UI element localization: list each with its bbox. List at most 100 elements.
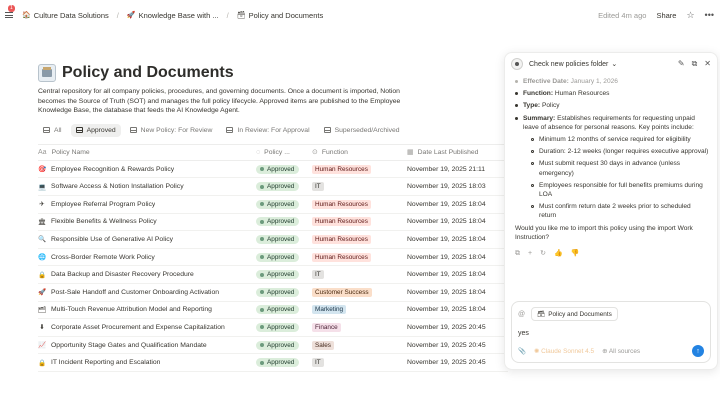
table-row[interactable]: 🏛 Flexible Benefits & Wellness Policy Ap…	[38, 214, 508, 232]
cell-function[interactable]: Sales	[312, 340, 407, 350]
chat-title-dropdown[interactable]: Check new policies folder ⌄	[529, 60, 617, 69]
cell-date[interactable]: November 19, 2025 18:04	[407, 236, 508, 243]
cell-date[interactable]: November 19, 2025 18:04	[407, 254, 508, 261]
cell-function[interactable]: Human Resources	[312, 234, 407, 244]
cell-status[interactable]: Approved	[256, 287, 312, 297]
sidebar-toggle-button[interactable]: 1	[4, 5, 15, 20]
cell-function[interactable]: Human Resources	[312, 217, 407, 227]
cell-policy-name[interactable]: 🗂 Multi-Touch Revenue Attribution Model …	[38, 306, 256, 314]
send-button[interactable]: ↑	[692, 345, 704, 357]
cell-status[interactable]: Approved	[256, 234, 312, 244]
page-description[interactable]: Central repository for all company polic…	[38, 88, 401, 115]
table-row[interactable]: 🔒 Data Backup and Disaster Recovery Proc…	[38, 266, 508, 284]
table-row[interactable]: ⬇ Corporate Asset Procurement and Expens…	[38, 319, 508, 337]
cell-date[interactable]: November 19, 2025 20:45	[407, 324, 508, 331]
cell-status[interactable]: Approved	[256, 322, 312, 332]
cell-function[interactable]: Marketing	[312, 305, 407, 315]
cell-policy-name[interactable]: 🔒 IT Incident Reporting and Escalation	[38, 359, 256, 367]
cell-function[interactable]: Finance	[312, 322, 407, 332]
column-header-status[interactable]: ◌ Policy ...	[256, 149, 312, 156]
cell-status[interactable]: Approved	[256, 217, 312, 227]
file-cabinet-icon[interactable]	[38, 64, 56, 82]
copy-icon[interactable]: ⧉	[515, 250, 520, 258]
column-header-policy-name[interactable]: Aa Policy Name	[38, 149, 256, 156]
add-icon[interactable]: +	[528, 250, 533, 258]
cell-policy-name[interactable]: 🚀 Post-Sale Handoff and Customer Onboard…	[38, 288, 256, 297]
thumbs-down-icon[interactable]: 👎	[570, 250, 580, 258]
cell-status[interactable]: Approved	[256, 270, 312, 280]
more-options-icon[interactable]: •••	[704, 10, 714, 20]
context-chip[interactable]: 🗃 Policy and Documents	[531, 307, 618, 321]
tab-approved[interactable]: Approved	[70, 123, 121, 137]
tab-all[interactable]: All	[38, 124, 67, 137]
cell-date[interactable]: November 19, 2025 18:04	[407, 271, 508, 278]
cell-function[interactable]: Human Resources	[312, 252, 407, 262]
field-label: Effective Date:	[523, 78, 569, 85]
model-selector[interactable]: ✺ Claude Sonnet 4.5	[533, 348, 595, 355]
sources-selector[interactable]: ⊕ All sources	[602, 348, 641, 355]
cell-status[interactable]: Approved	[256, 340, 312, 350]
tab-new-policy-for-review[interactable]: New Policy: For Review	[125, 124, 218, 137]
cell-date[interactable]: November 19, 2025 18:04	[407, 289, 508, 296]
cell-status[interactable]: Approved	[256, 182, 312, 192]
cell-policy-name[interactable]: 🔒 Data Backup and Disaster Recovery Proc…	[38, 271, 256, 279]
table-icon	[226, 127, 234, 134]
close-icon[interactable]: ✕	[704, 59, 711, 68]
breadcrumb-item-knowledge-base[interactable]: 🚀 Knowledge Base with ...	[127, 11, 219, 20]
table-row[interactable]: 🔍 Responsible Use of Generative AI Polic…	[38, 231, 508, 249]
cell-status[interactable]: Approved	[256, 305, 312, 315]
new-chat-icon[interactable]: ✎	[677, 59, 685, 68]
expand-panel-icon[interactable]: ⧉	[691, 59, 698, 68]
cell-function[interactable]: Human Resources	[312, 164, 407, 174]
cell-policy-name[interactable]: 🎯 Employee Recognition & Rewards Policy	[38, 165, 256, 174]
page-title[interactable]: Policy and Documents	[62, 64, 234, 81]
cell-policy-name[interactable]: 💻 Software Access & Notion Installation …	[38, 183, 256, 191]
cell-date[interactable]: November 19, 2025 18:04	[407, 306, 508, 313]
cell-date[interactable]: November 19, 2025 20:45	[407, 359, 508, 366]
cell-function[interactable]: IT	[312, 270, 407, 280]
attach-icon[interactable]: 📎	[518, 348, 526, 355]
cell-date[interactable]: November 19, 2025 21:11	[407, 166, 508, 173]
cell-status[interactable]: Approved	[256, 358, 312, 368]
retry-icon[interactable]: ↻	[540, 250, 546, 258]
cell-policy-name[interactable]: 🌐 Cross-Border Remote Work Policy	[38, 253, 256, 262]
thumbs-up-icon[interactable]: 👍	[553, 250, 563, 258]
column-header-function[interactable]: ⊙ Function	[312, 148, 407, 157]
table-row[interactable]: 💻 Software Access & Notion Installation …	[38, 178, 508, 196]
cell-status[interactable]: Approved	[256, 199, 312, 209]
cell-policy-name[interactable]: 📈 Opportunity Stage Gates and Qualificat…	[38, 341, 256, 350]
table-row[interactable]: 🎯 Employee Recognition & Rewards Policy …	[38, 161, 508, 179]
column-header-date-last-published[interactable]: ▦ Date Last Published	[407, 148, 508, 157]
edited-timestamp: Edited 4m ago	[598, 10, 647, 20]
cell-policy-name[interactable]: 🏛 Flexible Benefits & Wellness Policy	[38, 218, 256, 226]
tab-superseded-archived[interactable]: Superseded/Archived	[319, 124, 405, 137]
cell-function[interactable]: IT	[312, 182, 407, 192]
cell-policy-name[interactable]: ⬇ Corporate Asset Procurement and Expens…	[38, 323, 256, 332]
chat-input[interactable]: yes	[518, 330, 529, 337]
table-row[interactable]: 📈 Opportunity Stage Gates and Qualificat…	[38, 337, 508, 355]
table-row[interactable]: 🔒 IT Incident Reporting and Escalation A…	[38, 354, 508, 372]
cell-status[interactable]: Approved	[256, 252, 312, 262]
cell-function[interactable]: Human Resources	[312, 199, 407, 209]
star-icon[interactable]: ☆	[686, 9, 695, 20]
breadcrumb-item-policy-documents[interactable]: 🗃 Policy and Documents	[237, 11, 324, 20]
cell-function[interactable]: Customer Success	[312, 287, 407, 297]
mention-icon[interactable]: @	[518, 310, 526, 318]
share-button[interactable]: Share	[656, 10, 677, 20]
cell-date[interactable]: November 19, 2025 18:04	[407, 201, 508, 208]
table-row[interactable]: 🗂 Multi-Touch Revenue Attribution Model …	[38, 302, 508, 320]
table-row[interactable]: ✈ Employee Referral Program Policy Appro…	[38, 196, 508, 214]
cell-date[interactable]: November 19, 2025 18:03	[407, 183, 508, 190]
cell-function[interactable]: IT	[312, 358, 407, 368]
cell-status[interactable]: Approved	[256, 164, 312, 174]
table-row[interactable]: 🌐 Cross-Border Remote Work Policy Approv…	[38, 249, 508, 267]
tab-in-review-for-approval[interactable]: In Review: For Approval	[221, 124, 314, 137]
cell-date[interactable]: November 19, 2025 18:04	[407, 218, 508, 225]
bullet	[531, 138, 534, 142]
status-badge: Approved	[256, 340, 300, 350]
cell-date[interactable]: November 19, 2025 20:45	[407, 342, 508, 349]
cell-policy-name[interactable]: 🔍 Responsible Use of Generative AI Polic…	[38, 235, 256, 244]
breadcrumb-item-workspace[interactable]: 🏠 Culture Data Solutions	[22, 11, 109, 20]
table-row[interactable]: 🚀 Post-Sale Handoff and Customer Onboard…	[38, 284, 508, 302]
cell-policy-name[interactable]: ✈ Employee Referral Program Policy	[38, 200, 256, 209]
